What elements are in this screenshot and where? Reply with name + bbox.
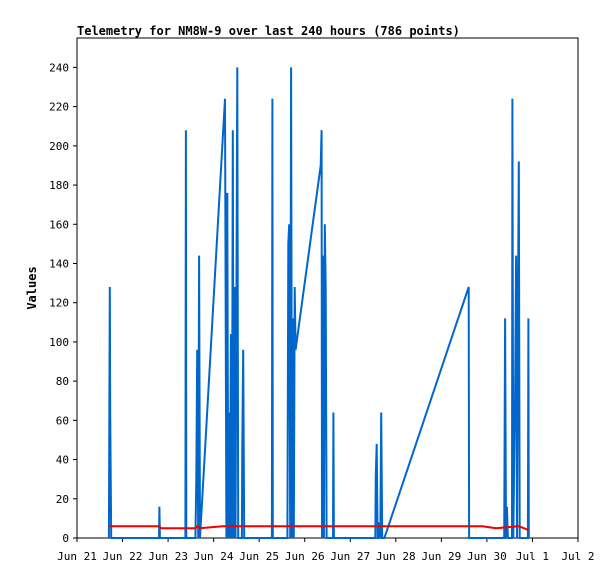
x-tick-label: Jun 21 (57, 550, 97, 563)
y-tick-label: 40 (56, 454, 69, 467)
series-line-1 (107, 67, 530, 539)
x-tick-label: Jun 28 (376, 550, 416, 563)
x-tick-label: Jun 23 (148, 550, 188, 563)
x-tick-label: Jul 2 (561, 550, 594, 563)
x-tick-label: Jun 26 (285, 550, 325, 563)
y-tick-label: 120 (49, 297, 69, 310)
plot-area: 0 20 40 60 80 100 120 140 160 180 200 220 240 Jun 21 J… (49, 37, 595, 563)
chart-title: Telemetry for NM8W-9 over last 240 hours… (77, 24, 460, 38)
series-line-2 (108, 524, 530, 532)
x-tick-label: Jun 29 (421, 550, 461, 563)
y-tick-label: 20 (56, 493, 69, 506)
y-axis-title: Values (25, 266, 39, 309)
x-tick-label: Jul 1 (516, 550, 549, 563)
y-tick-label: 180 (49, 179, 69, 192)
y-tick-label: 80 (56, 375, 69, 388)
y-tick-label: 60 (56, 414, 69, 427)
y-tick-label: 0 (62, 532, 69, 545)
x-tick-label: Jun 22 (103, 550, 143, 563)
y-tick-label: 220 (49, 101, 69, 114)
x-tick-label: Jun 25 (239, 550, 279, 563)
x-tick-label: Jun 27 (330, 550, 370, 563)
plot-frame (76, 37, 579, 539)
x-tick-label: Jun 30 (467, 550, 507, 563)
y-tick-label: 140 (49, 257, 69, 270)
y-tick-label: 240 (49, 61, 69, 74)
y-tick-label: 200 (49, 140, 69, 153)
y-tick-label: 100 (49, 336, 69, 349)
x-tick-label: Jun 24 (194, 550, 234, 563)
y-tick-label: 160 (49, 218, 69, 231)
